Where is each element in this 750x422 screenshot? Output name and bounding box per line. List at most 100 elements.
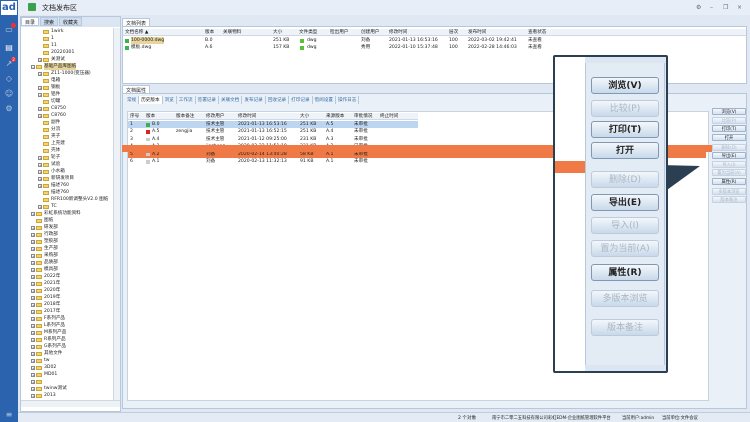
column-header[interactable]: 大小	[300, 114, 310, 119]
table-row[interactable]: 1 B.0 技术主管 2021-01-13 16:53:16 251 KB A.5 未审批	[128, 121, 418, 128]
tree-item[interactable]: + 钢板	[21, 84, 113, 91]
doc-props-tab[interactable]: 文档属性	[122, 85, 151, 95]
tree-item[interactable]: +夹子	[21, 133, 113, 140]
column-header[interactable]: 修改用户	[206, 114, 225, 119]
expand-toggle-icon[interactable]: +	[31, 372, 35, 377]
column-header[interactable]: 查看状态	[528, 30, 547, 35]
expand-toggle-icon[interactable]: +	[38, 57, 42, 62]
column-header[interactable]: 版本	[205, 30, 215, 35]
tree-item[interactable]: + TC	[21, 203, 113, 210]
folder-icon[interactable]: ◇	[5, 74, 13, 83]
tree-item[interactable]: +	[21, 378, 113, 385]
zoomed-action-button[interactable]: 属性(R)	[591, 264, 659, 281]
tree-item[interactable]: + F系列产品	[21, 315, 113, 322]
list-row[interactable]: 模板.dwg A.6 157 KB dwg 秀用 2022-01-10 15:37:48 1…	[123, 44, 746, 51]
action-button[interactable]: 导出(E)	[712, 152, 746, 159]
table-row[interactable]: 2 A.5 zengjia 技术主管 2021-01-13 16:52:15 251 KB…	[128, 128, 418, 135]
expand-toggle-icon[interactable]: +	[31, 344, 35, 349]
tree-item[interactable]: + M系列产品	[21, 329, 113, 336]
expand-toggle-icon[interactable]: +	[31, 351, 35, 356]
tree-item[interactable]: +切罐	[21, 98, 113, 105]
expand-toggle-icon[interactable]: +	[31, 267, 35, 272]
column-header[interactable]: 版本备注	[176, 114, 195, 119]
tree-item[interactable]: + 塑胶部	[21, 238, 113, 245]
expand-toggle-icon[interactable]: +	[31, 365, 35, 370]
expand-toggle-icon[interactable]: +	[31, 246, 35, 251]
workflow-icon[interactable]: ↗ 2	[5, 57, 16, 68]
tree-item[interactable]: + G系列产品	[21, 343, 113, 350]
expand-toggle-icon[interactable]: +	[38, 85, 42, 90]
expand-toggle-icon[interactable]: +	[31, 211, 35, 216]
tree-horizontal-scrollbar[interactable]	[21, 400, 120, 407]
tree-item[interactable]: +1wirk	[21, 28, 113, 35]
action-button[interactable]: 浏览(V)	[712, 108, 746, 115]
expand-toggle-icon[interactable]: +	[31, 253, 35, 258]
expand-toggle-icon[interactable]: +	[38, 204, 42, 209]
subtab[interactable]: 操作日志	[336, 96, 360, 104]
column-header[interactable]: 检出用户	[330, 30, 349, 35]
tree-item[interactable]: +20220301	[21, 49, 113, 56]
zoomed-action-button[interactable]: 导出(E)	[591, 194, 659, 211]
menu-icon[interactable]: ≡	[5, 410, 13, 419]
expand-toggle-icon[interactable]: +	[31, 288, 35, 293]
table-row[interactable]: 6 A.1 刘备 2020-02-13 11:32:13 91 KB A.1 未审批	[128, 158, 418, 165]
tree-item[interactable]: + C8750	[21, 105, 113, 112]
zoomed-action-button[interactable]: 浏览(V)	[591, 77, 659, 94]
tree-item[interactable]: + 关测试	[21, 56, 113, 63]
tab-search[interactable]: 搜索	[40, 17, 59, 26]
expand-toggle-icon[interactable]: +	[31, 309, 35, 314]
subtab[interactable]: 历史版本	[139, 96, 163, 104]
expand-toggle-icon[interactable]: +	[31, 274, 35, 279]
zoomed-action-button[interactable]: 打开	[591, 142, 659, 159]
expand-toggle-icon[interactable]: +	[31, 316, 35, 321]
tab-directory[interactable]: 目录	[21, 17, 40, 26]
tree-vertical-scrollbar[interactable]	[113, 28, 120, 400]
tree-item[interactable]: +2017年	[21, 308, 113, 315]
tree-item[interactable]: + 生产部	[21, 245, 113, 252]
expand-toggle-icon[interactable]: +	[38, 113, 42, 118]
expand-toggle-icon[interactable]: +	[38, 92, 42, 97]
tree-item[interactable]: + 研发部	[21, 224, 113, 231]
tree-item[interactable]: +电箱	[21, 77, 113, 84]
subtab[interactable]: 浏览	[163, 96, 177, 104]
expand-toggle-icon[interactable]: +	[31, 393, 35, 398]
doc-list-tab[interactable]: 文档列表	[122, 18, 151, 28]
subtab[interactable]: 打印记录	[289, 96, 313, 104]
tree-item[interactable]: + 品质部	[21, 259, 113, 266]
expand-toggle-icon[interactable]: +	[38, 71, 42, 76]
tree-item[interactable]: + 铝件	[21, 91, 113, 98]
column-header[interactable]: 层次	[449, 30, 459, 35]
column-header[interactable]: 来源版本	[326, 114, 345, 119]
tree-item[interactable]: +RFR100新调整头V2.0 图纸	[21, 196, 113, 203]
column-header[interactable]: 审批情况	[354, 114, 373, 119]
subtab[interactable]: 签署记录	[196, 96, 219, 104]
settings-icon[interactable]: ⚙	[696, 4, 702, 11]
expand-toggle-icon[interactable]: +	[38, 155, 42, 160]
expand-toggle-icon[interactable]: +	[38, 106, 42, 111]
tree-item[interactable]: + 行政部	[21, 231, 113, 238]
expand-toggle-icon[interactable]: +	[31, 323, 35, 328]
tree-item[interactable]: + 试验	[21, 161, 113, 168]
expand-toggle-icon[interactable]: +	[31, 337, 35, 342]
expand-toggle-icon[interactable]: +	[31, 232, 35, 237]
tree-item[interactable]: +3D02	[21, 364, 113, 371]
subtab[interactable]: 关联文档	[219, 96, 243, 104]
zoomed-action-button[interactable]: 打印(T)	[591, 121, 659, 138]
expand-toggle-icon[interactable]: +	[31, 330, 35, 335]
tree-item[interactable]: − 基础产品库图纸	[21, 63, 113, 70]
action-button[interactable]: 打开	[712, 133, 746, 141]
expand-toggle-icon[interactable]: +	[38, 183, 42, 188]
tree-item[interactable]: + 其他文件	[21, 350, 113, 357]
tree-item[interactable]: +2022年	[21, 273, 113, 280]
column-header[interactable]: 发布时间	[468, 30, 487, 35]
subtab[interactable]: 借阅设置	[313, 96, 336, 104]
column-header[interactable]: 创建用户	[361, 30, 380, 35]
column-header[interactable]: 版本	[146, 114, 156, 119]
column-header[interactable]: 关联物料	[223, 30, 242, 35]
tree-item[interactable]: +描述760	[21, 189, 113, 196]
tree-item[interactable]: + MD01	[21, 371, 113, 378]
close-icon[interactable]: ×	[737, 4, 743, 11]
expand-toggle-icon[interactable]: +	[31, 239, 35, 244]
subtab[interactable]: 发布记录	[242, 96, 266, 104]
tab-favorites[interactable]: 收藏夹	[59, 17, 83, 26]
